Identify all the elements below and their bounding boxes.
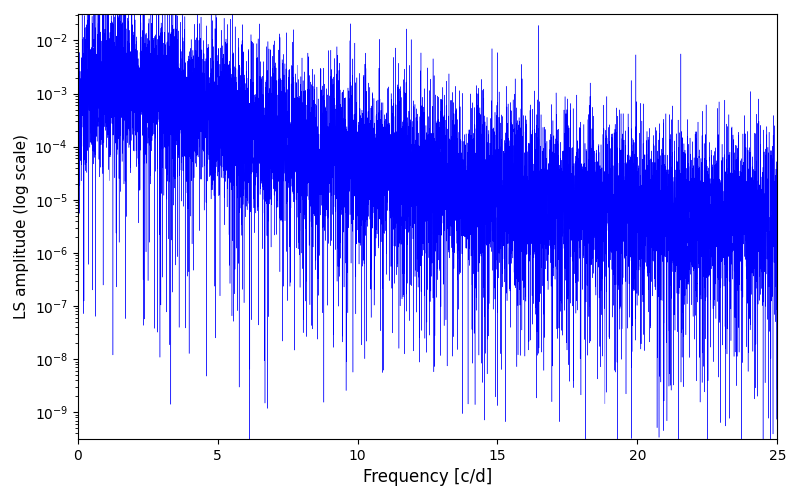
X-axis label: Frequency [c/d]: Frequency [c/d] xyxy=(363,468,492,486)
Y-axis label: LS amplitude (log scale): LS amplitude (log scale) xyxy=(14,134,29,319)
